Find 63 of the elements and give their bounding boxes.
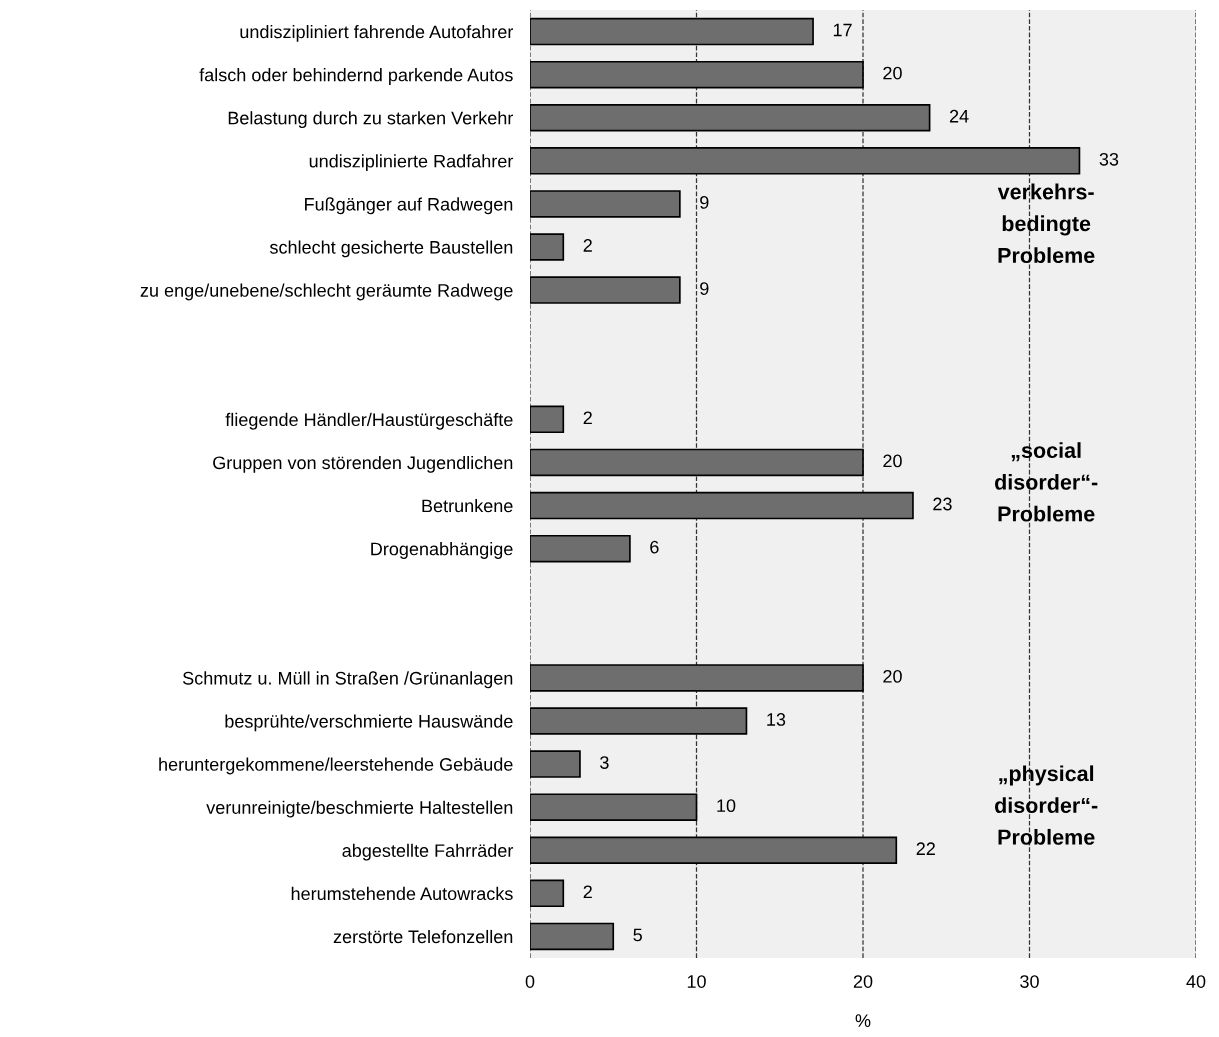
bar [530, 879, 565, 908]
x-tick-label: 30 [1020, 975, 1039, 988]
data-label: 5 [633, 928, 642, 942]
y-tick-label: fliegende Händler/Haustürgeschäfte [225, 412, 513, 430]
y-tick-label: heruntergekommene/leerstehende Gebäude [159, 757, 513, 775]
data-label: 20 [883, 66, 902, 80]
x-tick-label: 20 [853, 975, 873, 988]
bar [530, 60, 864, 89]
bar [530, 534, 631, 563]
bar [530, 707, 748, 735]
annotation: verkehrs- bedingte Probleme [997, 183, 1095, 264]
data-label: 13 [767, 713, 786, 726]
data-label: 22 [916, 842, 935, 855]
x-tick-label: 0 [525, 975, 535, 988]
y-tick-label: Drogenabhängige [371, 542, 513, 559]
y-tick-label: falsch oder behindernd parkende Autos [199, 68, 513, 85]
y-tick-label: Fußgänger auf Radwegen [305, 197, 513, 215]
data-label: 2 [583, 885, 592, 899]
data-label: 3 [600, 756, 609, 769]
bar [530, 793, 698, 821]
bar [530, 405, 565, 434]
bar [530, 922, 615, 951]
data-label: 24 [949, 109, 969, 123]
data-label: 20 [883, 669, 902, 683]
y-tick-label: herumstehende Autowracks [291, 886, 513, 901]
y-tick-label: verunreinigte/beschmierte Haltestellen [206, 800, 513, 818]
bar [530, 276, 681, 304]
bar [530, 17, 814, 46]
x-tick-label: 40 [1186, 975, 1206, 988]
data-label: 9 [700, 282, 709, 295]
data-label: 17 [833, 23, 852, 37]
data-label: 2 [583, 411, 592, 425]
data-label: 10 [717, 799, 736, 813]
y-tick-label: Betrunkene [422, 499, 513, 513]
y-tick-label: Schmutz u. Müll in Straßen /Grünanlagen [183, 671, 513, 689]
data-label: 20 [883, 454, 902, 468]
annotation: „physical disorder“- Probleme [995, 765, 1098, 845]
bar [530, 664, 864, 692]
bar [530, 836, 898, 865]
bar [530, 750, 581, 778]
data-label: 23 [933, 497, 952, 511]
y-tick-label: zerstörte Telefonzellen [333, 929, 513, 944]
y-tick-label: abgestellte Fahrräder [342, 843, 514, 861]
y-tick-label: besprühte/verschmierte Hauswände [225, 714, 513, 732]
y-tick-label: zu enge/unebene/schlecht geräumte Radwege [140, 283, 513, 301]
bar [530, 190, 681, 218]
bar [530, 448, 864, 477]
data-label: 6 [650, 540, 659, 554]
y-tick-label: schlecht gesicherte Baustellen [269, 240, 513, 258]
bar [530, 491, 914, 520]
bar [530, 233, 565, 261]
y-tick-label: undiszipliniert fahrende Autofahrer [240, 25, 514, 42]
y-tick-label: Gruppen von störenden Jugendlichen [213, 455, 513, 473]
bar [530, 147, 1081, 175]
data-label: 9 [700, 195, 709, 209]
y-tick-label: Belastung durch zu starken Verkehr [228, 111, 514, 129]
bar [530, 103, 931, 132]
data-label: 2 [583, 239, 592, 252]
annotation: „social disorder“- Probleme [995, 442, 1098, 522]
x-axis-title: % [855, 1014, 871, 1027]
x-tick-label: 10 [687, 975, 706, 988]
data-label: 33 [1099, 152, 1119, 166]
y-tick-label: undisziplinierte Radfahrer [309, 154, 514, 172]
